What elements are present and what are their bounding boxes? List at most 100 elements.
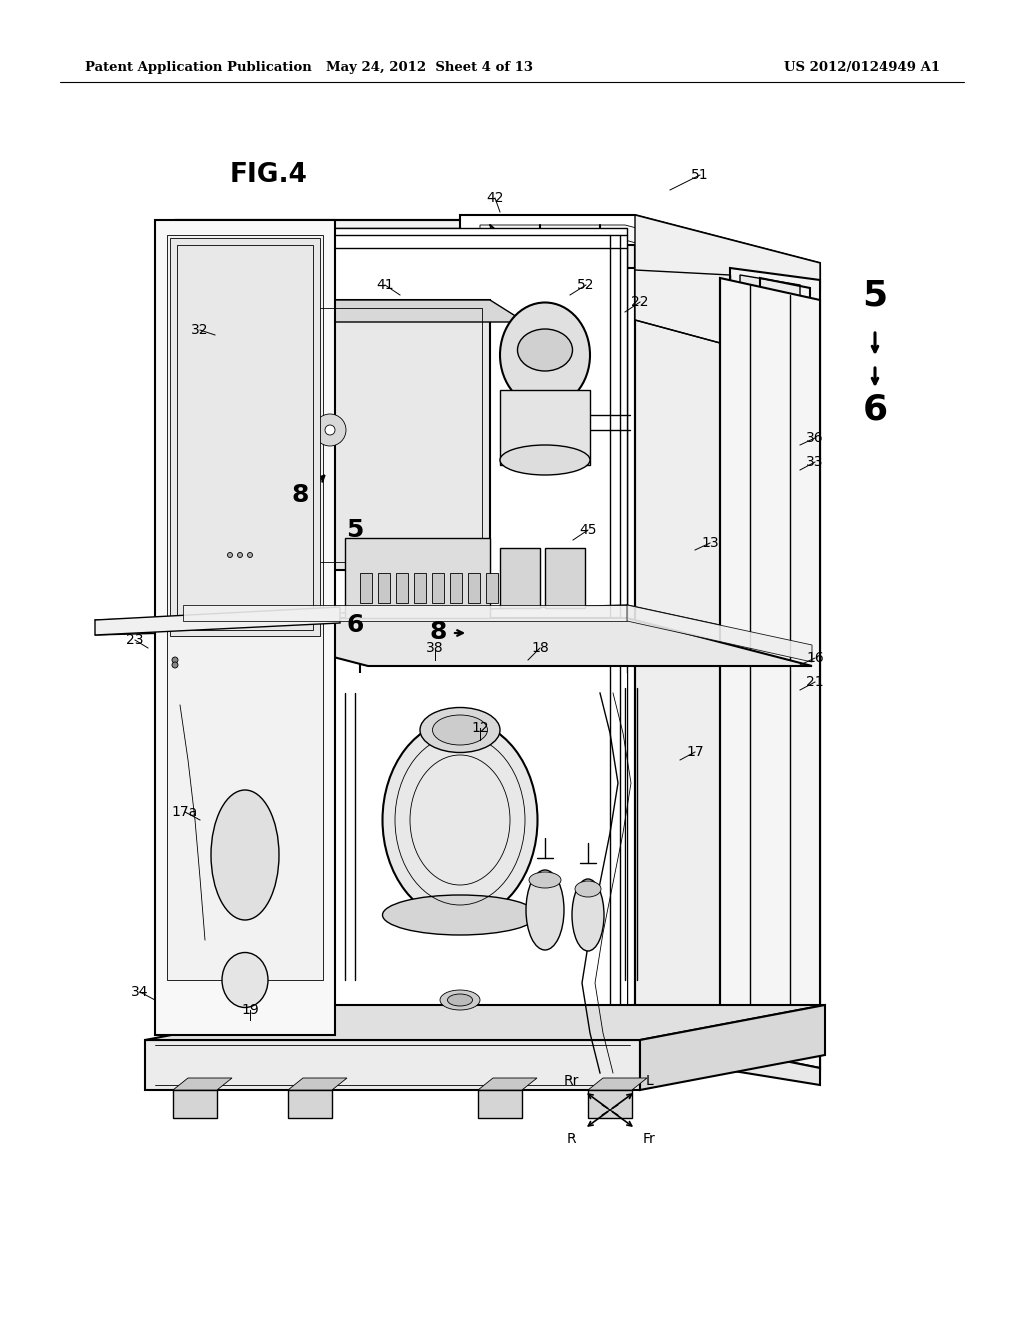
Text: 22: 22 — [631, 294, 649, 309]
Ellipse shape — [440, 990, 480, 1010]
Polygon shape — [167, 235, 323, 979]
Ellipse shape — [222, 953, 268, 1007]
Text: 17: 17 — [686, 744, 703, 759]
Text: Rr: Rr — [563, 1074, 579, 1088]
Polygon shape — [345, 539, 490, 618]
Ellipse shape — [575, 880, 601, 898]
Polygon shape — [175, 220, 635, 1030]
Polygon shape — [360, 573, 372, 603]
Polygon shape — [215, 300, 525, 322]
Polygon shape — [478, 1090, 522, 1118]
Polygon shape — [468, 573, 480, 603]
Polygon shape — [486, 573, 498, 603]
Text: 19: 19 — [241, 1003, 259, 1016]
Polygon shape — [155, 220, 335, 1035]
Polygon shape — [95, 607, 340, 635]
Text: 8: 8 — [291, 483, 308, 507]
Ellipse shape — [325, 425, 335, 436]
Ellipse shape — [238, 553, 243, 557]
Polygon shape — [145, 1005, 825, 1040]
Text: 45: 45 — [580, 523, 597, 537]
Polygon shape — [170, 238, 319, 636]
Polygon shape — [635, 220, 820, 1078]
Text: 51: 51 — [691, 168, 709, 182]
Text: May 24, 2012  Sheet 4 of 13: May 24, 2012 Sheet 4 of 13 — [327, 62, 534, 74]
Ellipse shape — [517, 329, 572, 371]
Polygon shape — [460, 215, 820, 290]
Polygon shape — [640, 1005, 825, 1090]
Polygon shape — [478, 1078, 537, 1090]
Polygon shape — [588, 1078, 647, 1090]
Ellipse shape — [526, 870, 564, 950]
Polygon shape — [730, 268, 820, 1071]
Text: 32: 32 — [191, 323, 209, 337]
Polygon shape — [588, 1090, 632, 1118]
Ellipse shape — [172, 663, 178, 668]
Text: 18: 18 — [531, 642, 549, 655]
Ellipse shape — [500, 445, 590, 475]
Ellipse shape — [383, 719, 538, 920]
Polygon shape — [450, 573, 462, 603]
Text: 16: 16 — [806, 651, 824, 665]
Polygon shape — [145, 1040, 640, 1090]
Ellipse shape — [447, 994, 472, 1006]
Polygon shape — [635, 1020, 820, 1085]
Polygon shape — [720, 279, 820, 1068]
Text: 17a: 17a — [172, 805, 198, 818]
Ellipse shape — [172, 657, 178, 663]
Polygon shape — [545, 548, 585, 609]
Text: 23: 23 — [126, 634, 143, 647]
Polygon shape — [183, 605, 627, 620]
Text: L: L — [645, 1074, 653, 1088]
Text: Fr: Fr — [643, 1131, 655, 1146]
Polygon shape — [183, 228, 627, 618]
Text: FIG.4: FIG.4 — [230, 162, 308, 187]
Polygon shape — [635, 215, 820, 370]
Polygon shape — [288, 1090, 332, 1118]
Polygon shape — [175, 220, 820, 268]
Text: 6: 6 — [346, 612, 364, 638]
Polygon shape — [414, 573, 426, 603]
Text: 38: 38 — [426, 642, 443, 655]
Ellipse shape — [529, 873, 561, 888]
Ellipse shape — [383, 895, 538, 935]
Polygon shape — [183, 673, 627, 1020]
Polygon shape — [500, 389, 590, 465]
Text: 8: 8 — [429, 620, 446, 644]
Polygon shape — [173, 1090, 217, 1118]
Ellipse shape — [248, 553, 253, 557]
Polygon shape — [740, 275, 800, 1060]
Ellipse shape — [227, 553, 232, 557]
Polygon shape — [175, 220, 820, 268]
Polygon shape — [396, 573, 408, 603]
Text: 5: 5 — [862, 279, 888, 312]
Polygon shape — [627, 605, 812, 663]
Text: 33: 33 — [806, 455, 823, 469]
Polygon shape — [173, 1078, 232, 1090]
Polygon shape — [500, 548, 540, 609]
Text: 34: 34 — [131, 985, 148, 999]
Polygon shape — [183, 618, 812, 667]
Text: 36: 36 — [806, 432, 824, 445]
Text: 12: 12 — [471, 721, 488, 735]
Text: 5: 5 — [346, 517, 364, 543]
Text: 21: 21 — [806, 675, 824, 689]
Text: 42: 42 — [486, 191, 504, 205]
Text: 41: 41 — [376, 279, 394, 292]
Ellipse shape — [420, 708, 500, 752]
Ellipse shape — [211, 789, 279, 920]
Polygon shape — [480, 224, 790, 285]
Ellipse shape — [314, 414, 346, 446]
Polygon shape — [378, 573, 390, 603]
Ellipse shape — [500, 302, 590, 408]
Text: US 2012/0124949 A1: US 2012/0124949 A1 — [784, 62, 940, 74]
Text: 13: 13 — [701, 536, 719, 550]
Ellipse shape — [572, 879, 604, 950]
Text: 6: 6 — [862, 393, 888, 426]
Polygon shape — [432, 573, 444, 603]
Polygon shape — [288, 1078, 347, 1090]
Text: Patent Application Publication: Patent Application Publication — [85, 62, 311, 74]
Ellipse shape — [432, 715, 487, 744]
Polygon shape — [215, 300, 490, 570]
Text: 52: 52 — [578, 279, 595, 292]
